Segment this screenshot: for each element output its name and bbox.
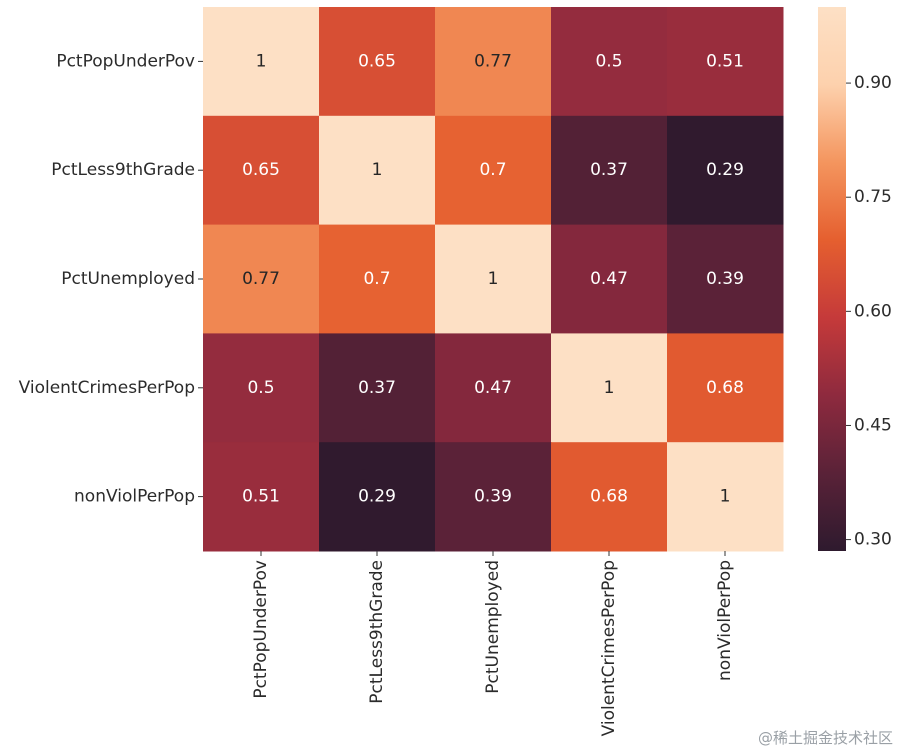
cell-value-label: 1 — [372, 160, 383, 180]
cell-value-label: 1 — [720, 487, 731, 507]
cell-value-label: 0.65 — [358, 51, 396, 71]
cell-value-label: 0.51 — [242, 487, 280, 507]
cell-value-label: 0.47 — [474, 378, 512, 398]
colorbar-tick-label: 0.75 — [854, 187, 892, 207]
row-labels: PctPopUnderPov PctLess9thGrade PctUnemploy… — [19, 51, 203, 507]
heatmap-cell — [551, 224, 668, 334]
cell-value-label: 0.68 — [590, 487, 628, 507]
x-tick-label: ViolentCrimesPerPop — [599, 560, 619, 736]
cell-value-label: 1 — [256, 51, 267, 71]
heatmap-cells: 1 0.65 0.77 0.5 0.510.65 1 0.7 0.37 0.290.77 0.7 1… — [203, 7, 784, 552]
heatmap-cell — [551, 442, 668, 552]
heatmap-cell — [667, 115, 784, 226]
watermark: @稀土掘金技术社区 — [757, 729, 893, 747]
cell-value-label: 0.7 — [363, 269, 390, 289]
heatmap-cell — [551, 115, 668, 226]
heatmap-cell — [319, 333, 436, 443]
cell-value-label: 0.39 — [474, 487, 512, 507]
heatmap-cell — [667, 442, 784, 552]
heatmap-cell — [203, 7, 320, 117]
x-tick-label: PctUnemployed — [483, 560, 503, 694]
colorbar-gradient — [818, 7, 846, 551]
heatmap-cell — [319, 7, 436, 117]
cell-value-label: 1 — [488, 269, 499, 289]
cell-value-label: 0.77 — [474, 51, 512, 71]
colorbar-tick-label: 0.90 — [854, 73, 892, 93]
heatmap-cell — [667, 224, 784, 334]
heatmap-cell — [203, 442, 320, 552]
colorbar-tick-label: 0.30 — [854, 530, 892, 550]
cell-value-label: 0.5 — [247, 378, 274, 398]
cell-value-label: 0.68 — [706, 378, 744, 398]
column-labels: PctPopUnderPov PctLess9thGrade PctUnemploy… — [251, 551, 735, 736]
cell-value-label: 1 — [604, 378, 615, 398]
colorbar-tick-label: 0.60 — [854, 301, 892, 321]
y-tick-label: PctLess9thGrade — [51, 160, 195, 180]
cell-value-label: 0.5 — [595, 51, 622, 71]
cell-value-label: 0.37 — [590, 160, 628, 180]
y-tick-label: PctUnemployed — [61, 269, 195, 289]
y-tick-label: PctPopUnderPov — [56, 51, 195, 71]
cell-value-label: 0.7 — [479, 160, 506, 180]
colorbar: 0.30 0.45 0.60 0.75 0.90 — [818, 7, 892, 551]
y-tick-label: nonViolPerPop — [74, 487, 195, 507]
heatmap-cell — [319, 442, 436, 552]
x-tick-label: PctPopUnderPov — [251, 560, 271, 699]
heatmap-cell — [551, 333, 668, 443]
colorbar-tick-label: 0.45 — [854, 415, 892, 435]
heatmap-cell — [319, 224, 436, 334]
heatmap-cell — [435, 224, 552, 334]
cell-value-label: 0.51 — [706, 51, 744, 71]
heatmap-cell — [667, 333, 784, 443]
heatmap-cell — [203, 115, 320, 226]
heatmap-cell — [319, 115, 436, 226]
heatmap-cell — [203, 224, 320, 334]
heatmap-cell — [551, 7, 668, 117]
heatmap-cell — [203, 333, 320, 443]
y-tick-label: ViolentCrimesPerPop — [19, 378, 195, 398]
cell-value-label: 0.37 — [358, 378, 396, 398]
cell-value-label: 0.29 — [706, 160, 744, 180]
heatmap-cell — [435, 7, 552, 117]
x-tick-label: PctLess9thGrade — [367, 560, 387, 704]
cell-value-label: 0.77 — [242, 269, 280, 289]
cell-value-label: 0.39 — [706, 269, 744, 289]
heatmap-cell — [435, 442, 552, 552]
heatmap-cell — [435, 115, 552, 226]
heatmap-cell — [667, 7, 784, 117]
cell-value-label: 0.65 — [242, 160, 280, 180]
x-tick-label: nonViolPerPop — [715, 560, 735, 681]
cell-value-label: 0.47 — [590, 269, 628, 289]
cell-value-label: 0.29 — [358, 487, 396, 507]
heatmap-cell — [435, 333, 552, 443]
